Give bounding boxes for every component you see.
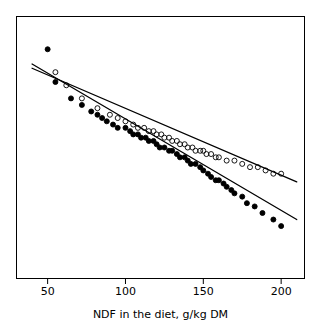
- svg-text:150: 150: [193, 285, 214, 298]
- svg-text:100: 100: [115, 285, 136, 298]
- svg-text:50: 50: [41, 285, 55, 298]
- svg-text:200: 200: [271, 285, 292, 298]
- svg-text:NDF in the diet, g/kg DM: NDF in the diet, g/kg DM: [93, 308, 228, 320]
